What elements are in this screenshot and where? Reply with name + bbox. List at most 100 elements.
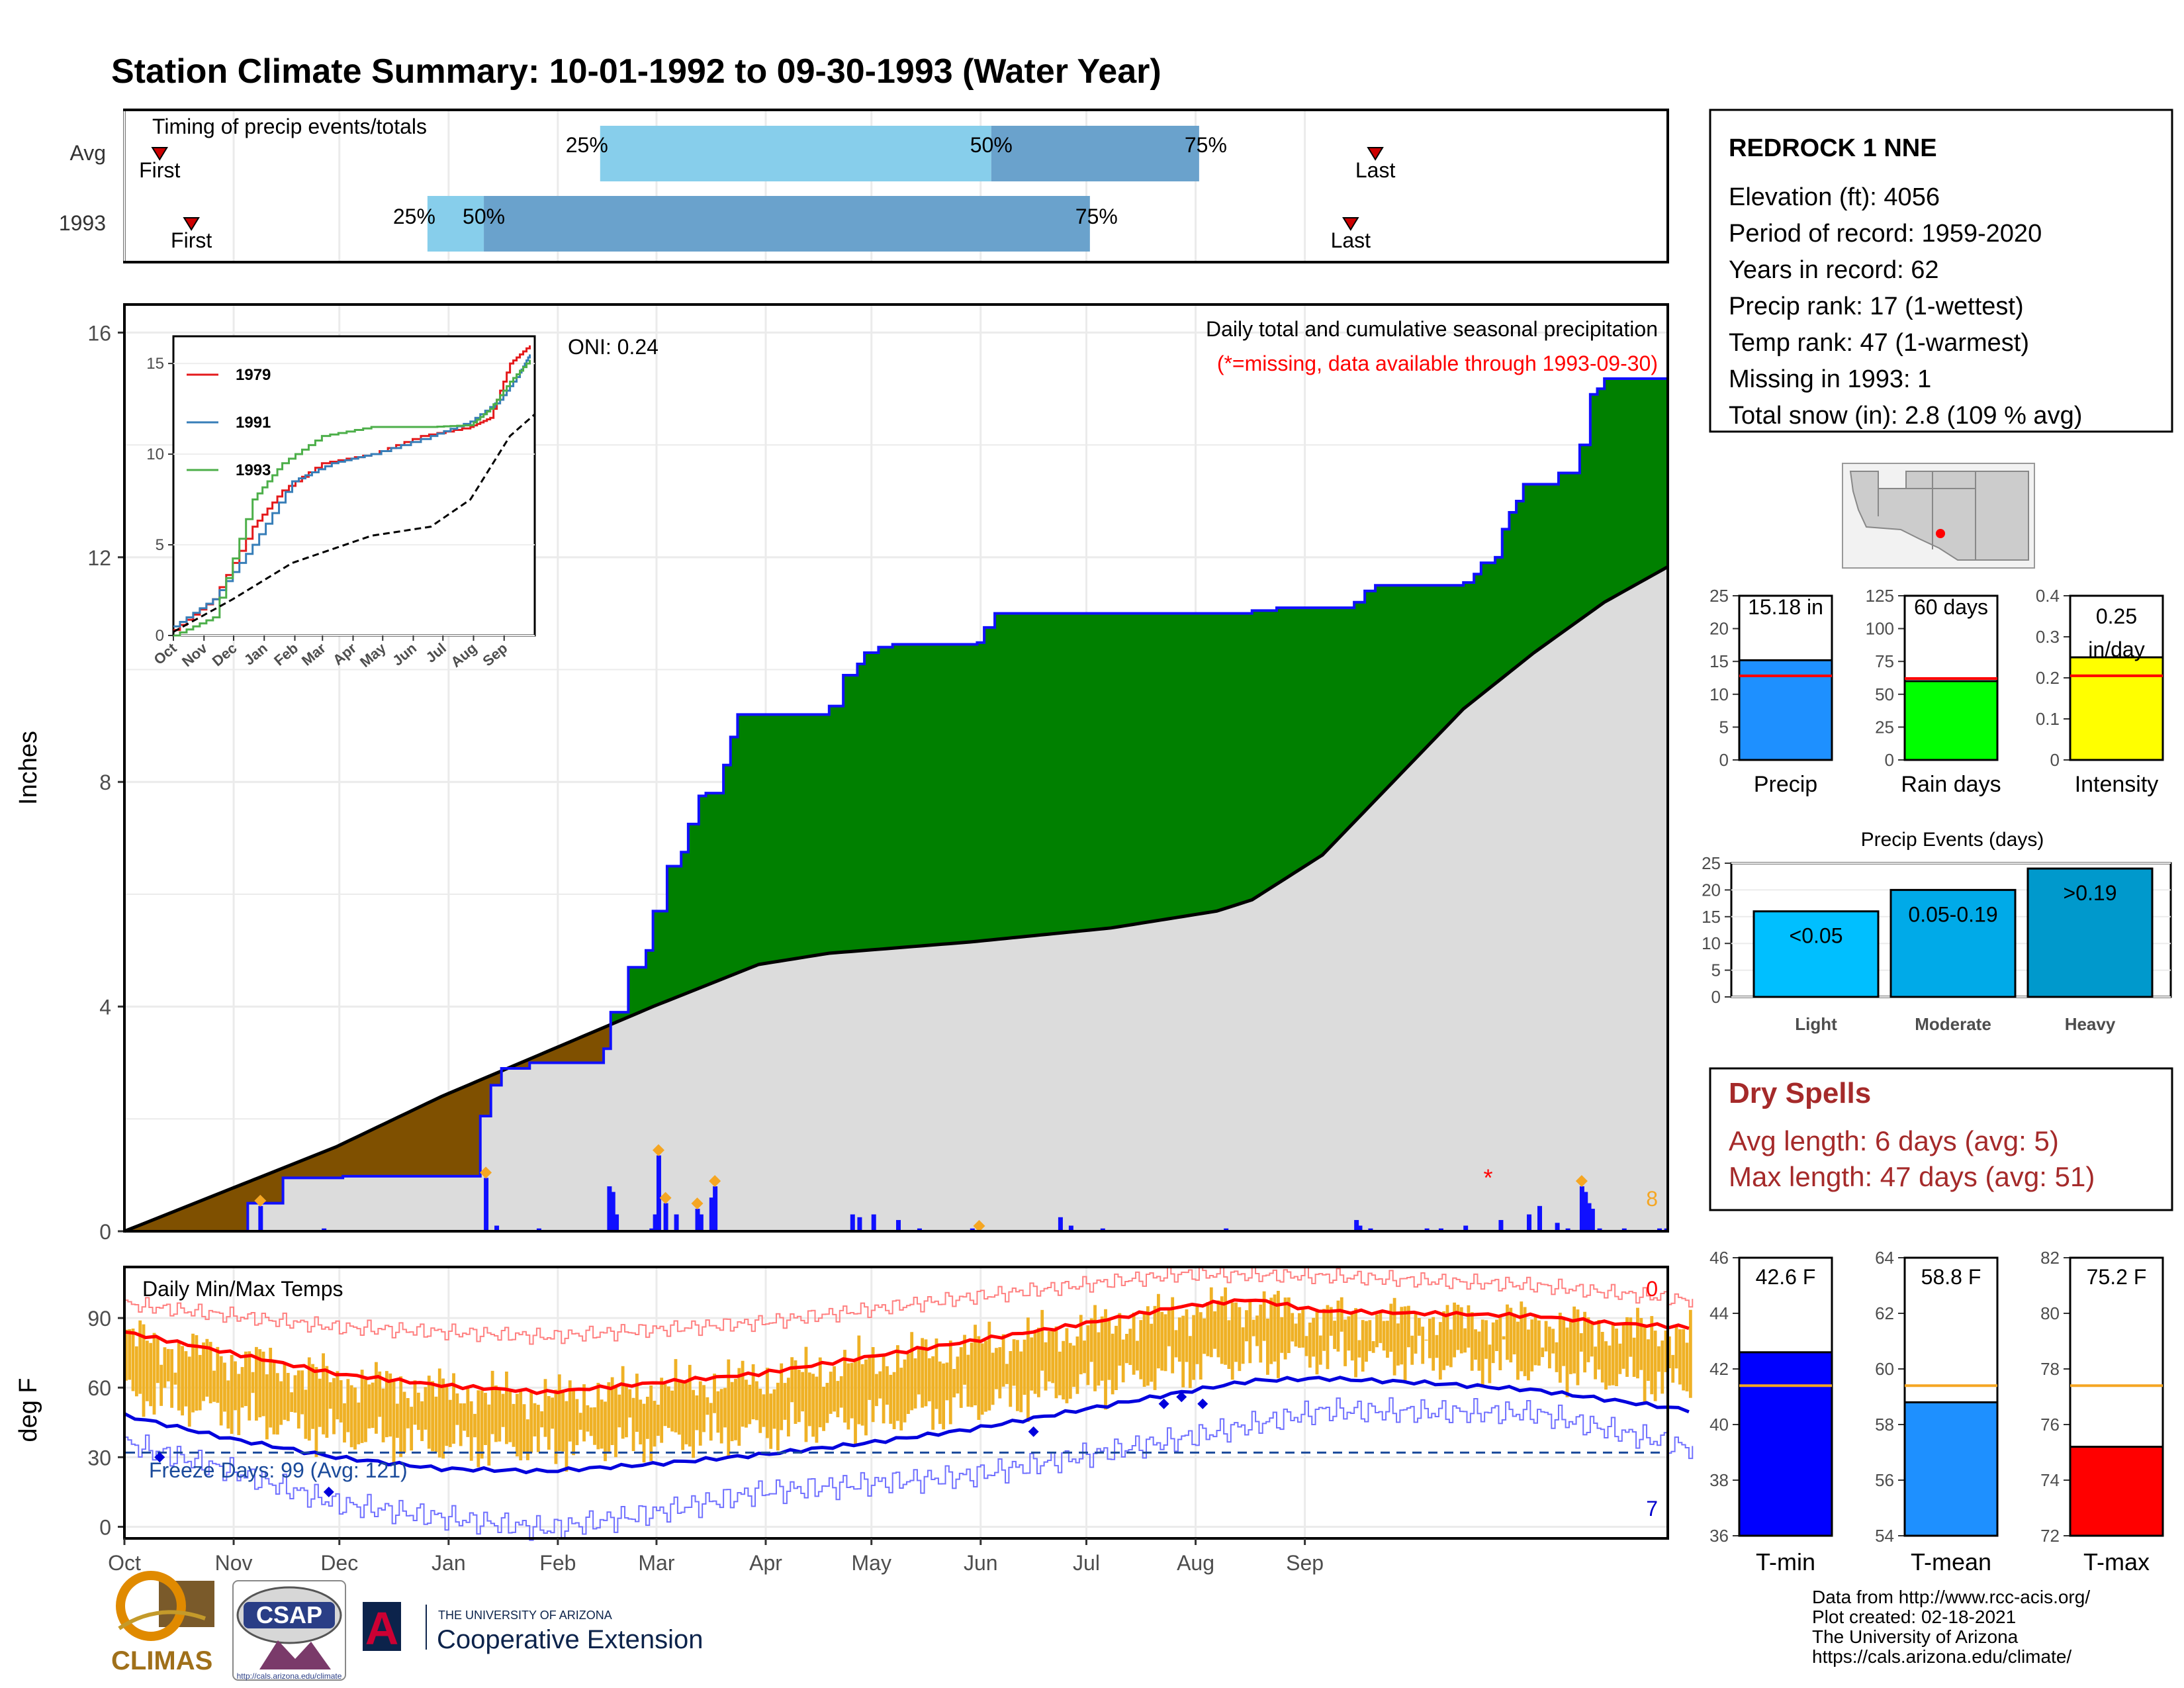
climas-logo-sun [116,1571,186,1641]
above-average-area [501,379,1668,1070]
temp-count-top: 0 [1646,1277,1658,1301]
inset-ytick-label: 10 [146,445,164,463]
footer-line-2: Plot created: 02-18-2021 [1812,1607,2016,1627]
daily-precip-bar [709,1197,714,1231]
csap-logo-text: CSAP [256,1601,322,1628]
timing-last-marker [1367,147,1384,161]
month-tick-label: Sep [1286,1551,1324,1575]
ua-logo-letter: A [365,1603,399,1654]
temp-bar-ytick-label: 72 [2040,1526,2060,1546]
events-bar [1889,888,2017,998]
climas-logo-block [159,1581,214,1627]
snow-count-label: 8 [1646,1187,1658,1211]
precip-panel: * 0 4 8 12 16 Inches Daily total and cumulat… [15,303,1669,1244]
daily-precip-bar [656,1155,661,1231]
station-line-5: Temp rank: 47 (1-warmest) [1729,329,2029,357]
freeze-days-label: Freeze Days: 99 (Avg: 121) [149,1458,408,1482]
precip-panel-title: Daily total and cumulative seasonal prec… [1206,317,1658,341]
inset-legend-label: 1979 [236,366,271,384]
timing-label-75: 75% [1075,205,1118,228]
precip-ytick-label: 4 [99,996,111,1019]
daily-precip-bar [850,1214,855,1231]
temp-bar-value [1903,1401,1999,1537]
temp-bar-value-label: 58.8 F [1921,1265,1981,1289]
mini-bar-ytick-label: 0.4 [2036,586,2060,606]
month-tick-label: Jan [432,1551,466,1575]
mini-bar-ytick-label: 15 [1709,651,1729,671]
temp-bar-ytick-label: 74 [2040,1470,2060,1490]
daily-precip-bar [258,1205,263,1231]
mini-bar-ytick-label: 0.3 [2036,627,2060,647]
daily-precip-bar [494,1225,500,1231]
csap-logo: CSAP http://cals.arizona.edu/climate [232,1580,346,1681]
precip-panel-note: (*=missing, data available through 1993-… [1217,352,1658,375]
daily-precip-bar [322,1228,327,1231]
footer-line-3: The University of Arizona [1812,1626,2019,1647]
temp-bar-ytick-label: 36 [1709,1526,1729,1546]
daily-precip-bar [1058,1217,1063,1231]
dry-spells-line-1: Avg length: 6 days (avg: 5) [1729,1125,2059,1156]
daily-precip-bar [698,1214,704,1231]
snow-marker [691,1197,704,1210]
inset-ytick-label: 15 [146,355,164,373]
record-low-marker [1197,1398,1208,1409]
inset-ytick-label: 5 [156,536,164,554]
ua-logo-small-text: THE UNIVERSITY OF ARIZONA [438,1609,612,1622]
station-frame [1709,109,2173,433]
temp-bar-value-label: 75.2 F [2087,1265,2147,1289]
dry-spells-box: Dry Spells Avg length: 6 days (avg: 5) M… [1709,1067,2173,1211]
daily-precip-bar [970,1228,975,1231]
temp-bar-ytick-label: 44 [1709,1303,1729,1323]
average-cumulative-area [124,567,1668,1231]
mini-bar-ytick-label: 25 [1709,586,1729,606]
timing-title: Timing of precip events/totals [152,115,427,138]
events-ytick-label: 15 [1702,907,1721,927]
mini-bar-ytick-label: 0 [1885,750,1894,770]
events-bar-label: 0.05-0.19 [1908,902,1997,926]
temp-bar-ytick-label: 38 [1709,1470,1729,1490]
climas-logo: CLIMAS [111,1571,214,1675]
record-min-line [124,1397,1694,1541]
map-state-borders [1878,471,1976,560]
daily-precip-bar [610,1192,615,1231]
daily-precip-bar [1537,1205,1543,1231]
temp-bar-ytick-label: 54 [1875,1526,1894,1546]
precip-ytick-label: 0 [99,1220,111,1244]
station-line-2: Period of record: 1959-2020 [1729,220,2042,248]
precip-ytick-label: 16 [87,321,111,345]
oni-label: ONI: 0.24 [568,335,659,359]
daily-precip-bar [1621,1228,1627,1231]
timing-bar-50-75 [991,126,1199,181]
events-bar [1752,910,1880,998]
daily-precip-bar [713,1186,718,1231]
daily-precip-bar [607,1186,612,1231]
daily-precip-bar [484,1178,489,1231]
mini-bar-ytick-label: 125 [1866,586,1894,606]
station-line-1: Elevation (ft): 4056 [1729,183,1940,211]
mini-bar-ytick-label: 0.1 [2036,709,2060,729]
daily-precip-bar [1657,1228,1662,1231]
mini-bar-ytick-label: 20 [1709,619,1729,639]
daily-precip-bar [1527,1214,1532,1231]
events-category-label: Heavy [2065,1014,2116,1034]
timing-first-label: First [171,228,212,252]
temp-bar-ytick-label: 40 [1709,1415,1729,1434]
snow-marker [652,1144,664,1156]
timing-label-25: 25% [393,205,435,228]
events-ytick-label: 25 [1702,853,1721,873]
page-title: Station Climate Summary: 10-01-1992 to 0… [111,52,1161,91]
ua-logo-big-text: Cooperative Extension [437,1625,703,1654]
inset-ytick-label: 0 [156,627,164,645]
mini-bar-ytick-label: 10 [1709,684,1729,704]
mini-bar-ytick-label: 5 [1719,717,1729,737]
daily-precip-bar [1100,1228,1105,1231]
month-tick-label: Aug [1177,1551,1214,1575]
mini-bar-value [2069,656,2164,761]
csap-logo-url: http://cals.arizona.edu/climate [237,1671,342,1681]
snow-marker [973,1220,985,1232]
temp-bar-value [2069,1446,2164,1537]
precip-ytick-label: 12 [87,546,111,570]
daily-precip-bar [1579,1186,1584,1231]
daily-precip-bar [1224,1228,1229,1231]
temp-bar-category-label: T-min [1756,1548,1815,1575]
